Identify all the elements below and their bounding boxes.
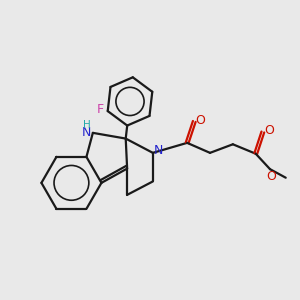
Text: O: O (196, 113, 206, 127)
Text: O: O (264, 124, 274, 137)
Text: N: N (153, 144, 163, 157)
Text: H: H (83, 120, 90, 130)
Text: F: F (96, 103, 103, 116)
Text: O: O (266, 170, 276, 183)
Text: N: N (82, 126, 91, 140)
